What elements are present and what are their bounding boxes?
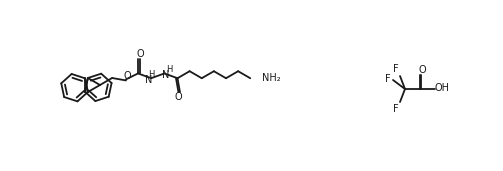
Text: H: H — [166, 65, 173, 74]
Text: NH₂: NH₂ — [262, 73, 281, 83]
Text: F: F — [393, 104, 399, 114]
Text: O: O — [136, 49, 144, 60]
Text: O: O — [418, 65, 426, 75]
Text: OH: OH — [435, 83, 450, 93]
Text: O: O — [174, 92, 182, 102]
Text: N: N — [144, 75, 152, 85]
Text: F: F — [393, 64, 399, 74]
Text: N: N — [161, 70, 169, 80]
Text: O: O — [123, 71, 131, 81]
Text: H: H — [148, 70, 154, 79]
Text: F: F — [385, 74, 391, 84]
